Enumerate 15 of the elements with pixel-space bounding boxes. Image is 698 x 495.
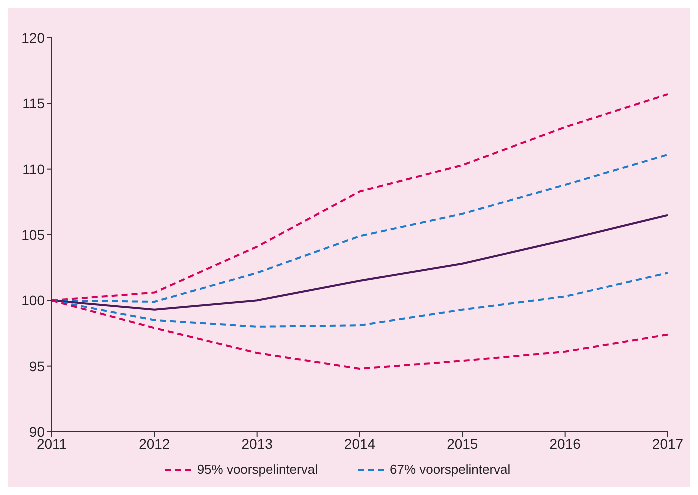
- y-tick-label: 95: [29, 358, 46, 374]
- legend-label: 67% voorspelinterval: [390, 462, 511, 477]
- x-tick-label: 2013: [242, 436, 274, 452]
- x-tick-label: 2016: [550, 436, 582, 452]
- x-tick-label: 2015: [447, 436, 478, 452]
- y-tick-label: 110: [22, 161, 46, 178]
- x-tick-label: 2012: [139, 436, 170, 452]
- y-tick-label: 100: [22, 292, 46, 309]
- x-tick-label: 2017: [652, 436, 684, 452]
- y-tick-label: 120: [22, 30, 46, 46]
- line-series: [52, 214, 668, 311]
- x-tick-label: 2014: [344, 436, 376, 452]
- y-tick-label: 105: [22, 226, 46, 243]
- y-tick-label: 115: [22, 96, 46, 112]
- legend-label: 95% voorspelinterval: [197, 462, 318, 477]
